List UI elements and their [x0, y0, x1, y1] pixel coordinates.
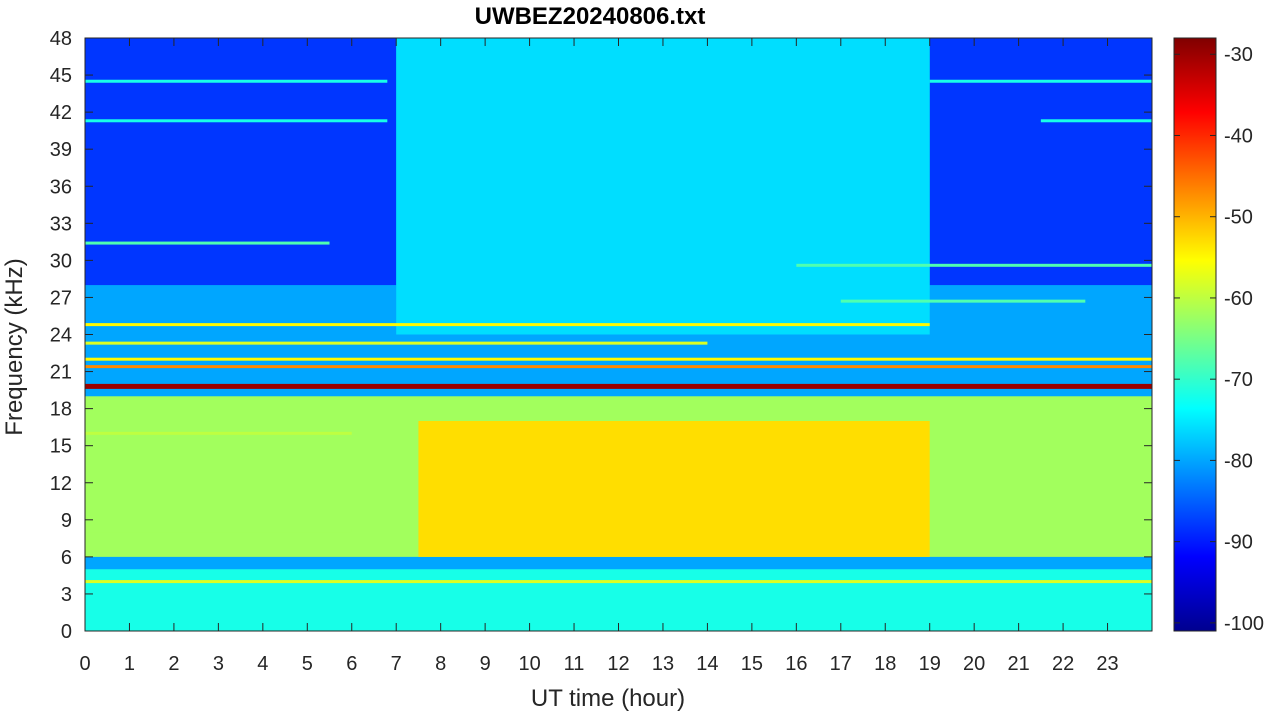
y-tick-label: 24 [50, 325, 72, 347]
y-tick-label: 15 [50, 436, 72, 458]
transmitter-line-26-7khz [840, 299, 1086, 303]
transmitter-line-19-8khz [85, 383, 1152, 389]
x-tick-label: 3 [213, 653, 224, 675]
colorbar-tick-label: -60 [1224, 288, 1253, 310]
colorbar-tick-label: -90 [1224, 532, 1253, 554]
y-tick-label: 6 [61, 547, 72, 569]
transmitter-line-21-4khz [85, 365, 1152, 369]
x-tick-label: 8 [435, 653, 446, 675]
y-tick-label: 0 [61, 621, 72, 643]
x-tick-label: 6 [346, 653, 357, 675]
colorbar-tick-label: -50 [1224, 207, 1253, 229]
y-tick-label: 30 [50, 250, 72, 272]
heatmap-region-daytime-enhancement [418, 420, 930, 557]
x-tick-label: 22 [1052, 653, 1074, 675]
transmitter-line-44-5khz [85, 79, 388, 83]
x-tick-label: 19 [919, 653, 941, 675]
spectrogram-plot [85, 38, 1152, 631]
x-axis: 0 1 2 3 4 5 6 7 8 9 10 11 12 13 14 15 16 17 18 19 20 21 22 23 [79, 38, 1119, 675]
colorbar [1173, 37, 1217, 632]
x-tick-label: 10 [518, 653, 540, 675]
y-tick-label: 36 [50, 176, 72, 198]
y-tick-label: 42 [50, 102, 72, 124]
y-axis-title: Frequency (kHz) [1, 258, 28, 435]
heatmap-cells [85, 38, 1152, 631]
x-tick-label: 13 [652, 653, 674, 675]
x-tick-label: 16 [785, 653, 807, 675]
x-tick-label: 7 [391, 653, 402, 675]
colorbar-tick-label: -100 [1224, 613, 1264, 635]
x-tick-label: 9 [480, 653, 491, 675]
transmitter-line-24-8khz [85, 323, 930, 327]
transmitter-line-44-5khz [929, 79, 1152, 83]
colorbar-tick-label: -40 [1224, 125, 1253, 147]
chart-title: UWBEZ20240806.txt [475, 3, 706, 30]
transmitter-line-31-4khz [85, 241, 330, 245]
x-tick-label: 15 [741, 653, 763, 675]
transmitter-line-22khz [85, 357, 1152, 361]
y-tick-label: 33 [50, 213, 72, 235]
transmitter-line-23-3khz [85, 341, 708, 345]
colorbar-tick-label: -30 [1224, 44, 1253, 66]
y-tick-label: 39 [50, 139, 72, 161]
x-tick-label: 21 [1008, 653, 1030, 675]
y-tick-label: 12 [50, 473, 72, 495]
transmitter-line-29-6khz [796, 263, 1152, 267]
y-tick-label: 3 [61, 584, 72, 606]
transmitter-line-41-3khz [1040, 119, 1152, 123]
y-tick-label: 27 [50, 287, 72, 309]
x-tick-label: 5 [302, 653, 313, 675]
y-tick-label: 21 [50, 362, 72, 384]
transmitter-line-4khz [85, 580, 1152, 584]
y-tick-label: 9 [61, 510, 72, 532]
transmitter-line-41-3khz [85, 119, 388, 123]
transmitter-line-8-1khz [85, 529, 352, 533]
heatmap-region-day-high-band [396, 38, 930, 335]
heatmap-region-low-band [85, 569, 1152, 631]
y-tick-label: 18 [50, 399, 72, 421]
colorbar-axis: -30 -40 -50 -60 -70 -80 -90 -100 [1174, 44, 1264, 635]
x-tick-label: 4 [257, 653, 268, 675]
y-tick-label: 48 [50, 28, 72, 50]
x-tick-label: 14 [696, 653, 718, 675]
x-tick-label: 0 [79, 653, 90, 675]
x-tick-label: 20 [963, 653, 985, 675]
x-tick-label: 12 [607, 653, 629, 675]
y-tick-label: 45 [50, 65, 72, 87]
x-tick-label: 23 [1096, 653, 1118, 675]
colorbar-tick-label: -70 [1224, 369, 1253, 391]
x-tick-label: 17 [830, 653, 852, 675]
heatmap-region-quiet-high-band-night [85, 38, 397, 286]
transmitter-line-16khz [85, 431, 352, 435]
colorbar-tick-label: -80 [1224, 450, 1253, 472]
x-tick-label: 11 [564, 653, 585, 675]
x-tick-label: 1 [124, 653, 135, 675]
x-tick-label: 18 [874, 653, 896, 675]
x-axis-title: UT time (hour) [531, 685, 685, 712]
heatmap-region-quiet-high-band-late [929, 38, 1152, 286]
x-tick-label: 2 [168, 653, 179, 675]
